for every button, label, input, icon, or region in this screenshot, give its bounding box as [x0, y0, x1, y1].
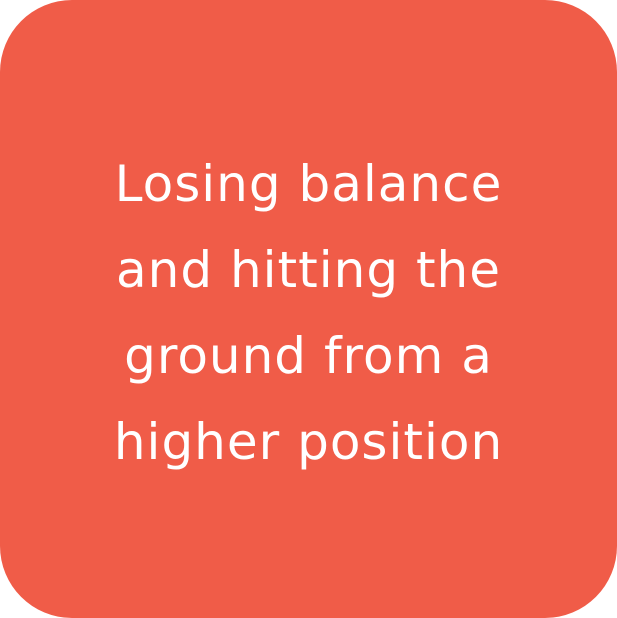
- card-text: Losing balance and hitting the ground fr…: [79, 141, 539, 485]
- card-text-line-1: Losing balance: [114, 155, 503, 213]
- card-text-line-2: and hitting the: [115, 241, 502, 299]
- card-text-line-3: ground from a: [124, 327, 493, 385]
- card-text-line-4: higher position: [113, 413, 504, 471]
